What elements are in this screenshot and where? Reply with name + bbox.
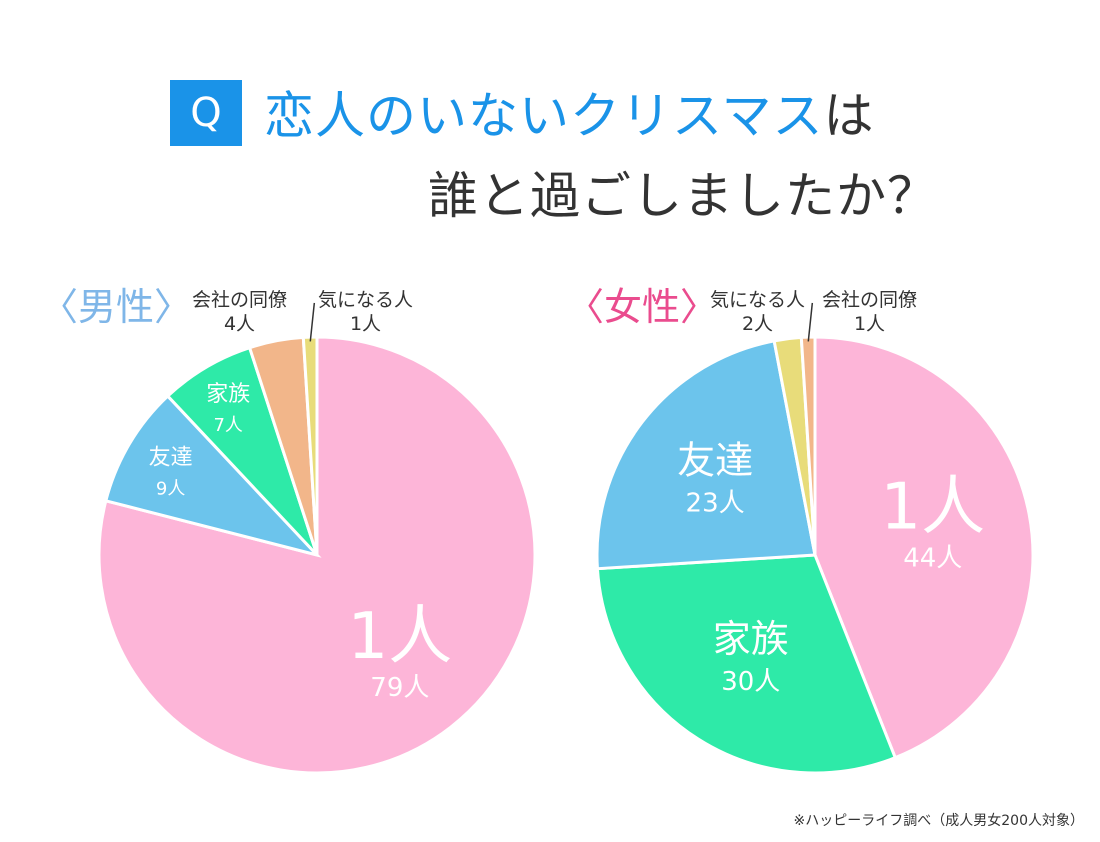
female-chart-title: 〈女性〉 [566,285,719,329]
male-slice-friends [104,393,322,558]
female-coworker-name: 会社の同僚 [822,289,918,311]
female-crush-outside-label: 気になる人 2人 [710,288,805,336]
male-chart-title: 〈男性〉 [40,285,193,329]
male-coworker-name: 会社の同僚 [192,289,288,311]
male-slice-friends-count: 9人 [156,478,185,499]
female-crush-count: 2人 [741,313,774,335]
female-slice-alone-label: 1人 [880,471,985,545]
male-slice-family-count: 7人 [213,415,242,436]
title-line-1-tail: は [823,87,875,145]
question-badge: Q [170,80,242,146]
male-slice-alone-label: 1人 [347,600,452,674]
title-line-1-main: 恋人のいないクリスマス [264,87,824,145]
male-coworker-count: 4人 [223,313,256,335]
male-leader-line-crush [309,302,316,342]
title-line-1: 恋人のいないクリスマスは [264,76,875,148]
female-slice-family [595,553,898,775]
male-crush-outside-label: 気になる人 1人 [318,288,413,336]
female-coworker-outside-label: 会社の同僚 1人 [822,288,917,336]
male-slice-friends-label: 友達 [149,445,193,470]
male-coworker-outside-label: 会社の同僚 4人 [192,288,287,336]
female-crush-name: 気になる人 [710,289,806,311]
female-slice-family-label: 家族 [713,617,789,661]
female-slice-friends-label: 友達 [677,439,753,483]
title-line-2: 誰と過ごしましたか？ [428,167,938,225]
female-slice-family-count: 30人 [721,667,780,697]
source-note: ※ハッピーライフ調べ（成人男女200人対象） [793,813,1084,829]
male-crush-count: 1人 [349,313,382,335]
female-slice-friends-count: 23人 [686,489,745,519]
female-leader-line-coworker [807,302,814,342]
female-coworker-count: 1人 [853,313,886,335]
female-slice-alone-count: 44人 [903,544,962,574]
male-slice-family-label: 家族 [206,382,250,407]
male-crush-name: 気になる人 [318,289,414,311]
male-slice-alone-count: 79人 [370,673,429,703]
female-slice-alone [813,335,1035,760]
female-slice-friends [595,339,817,571]
